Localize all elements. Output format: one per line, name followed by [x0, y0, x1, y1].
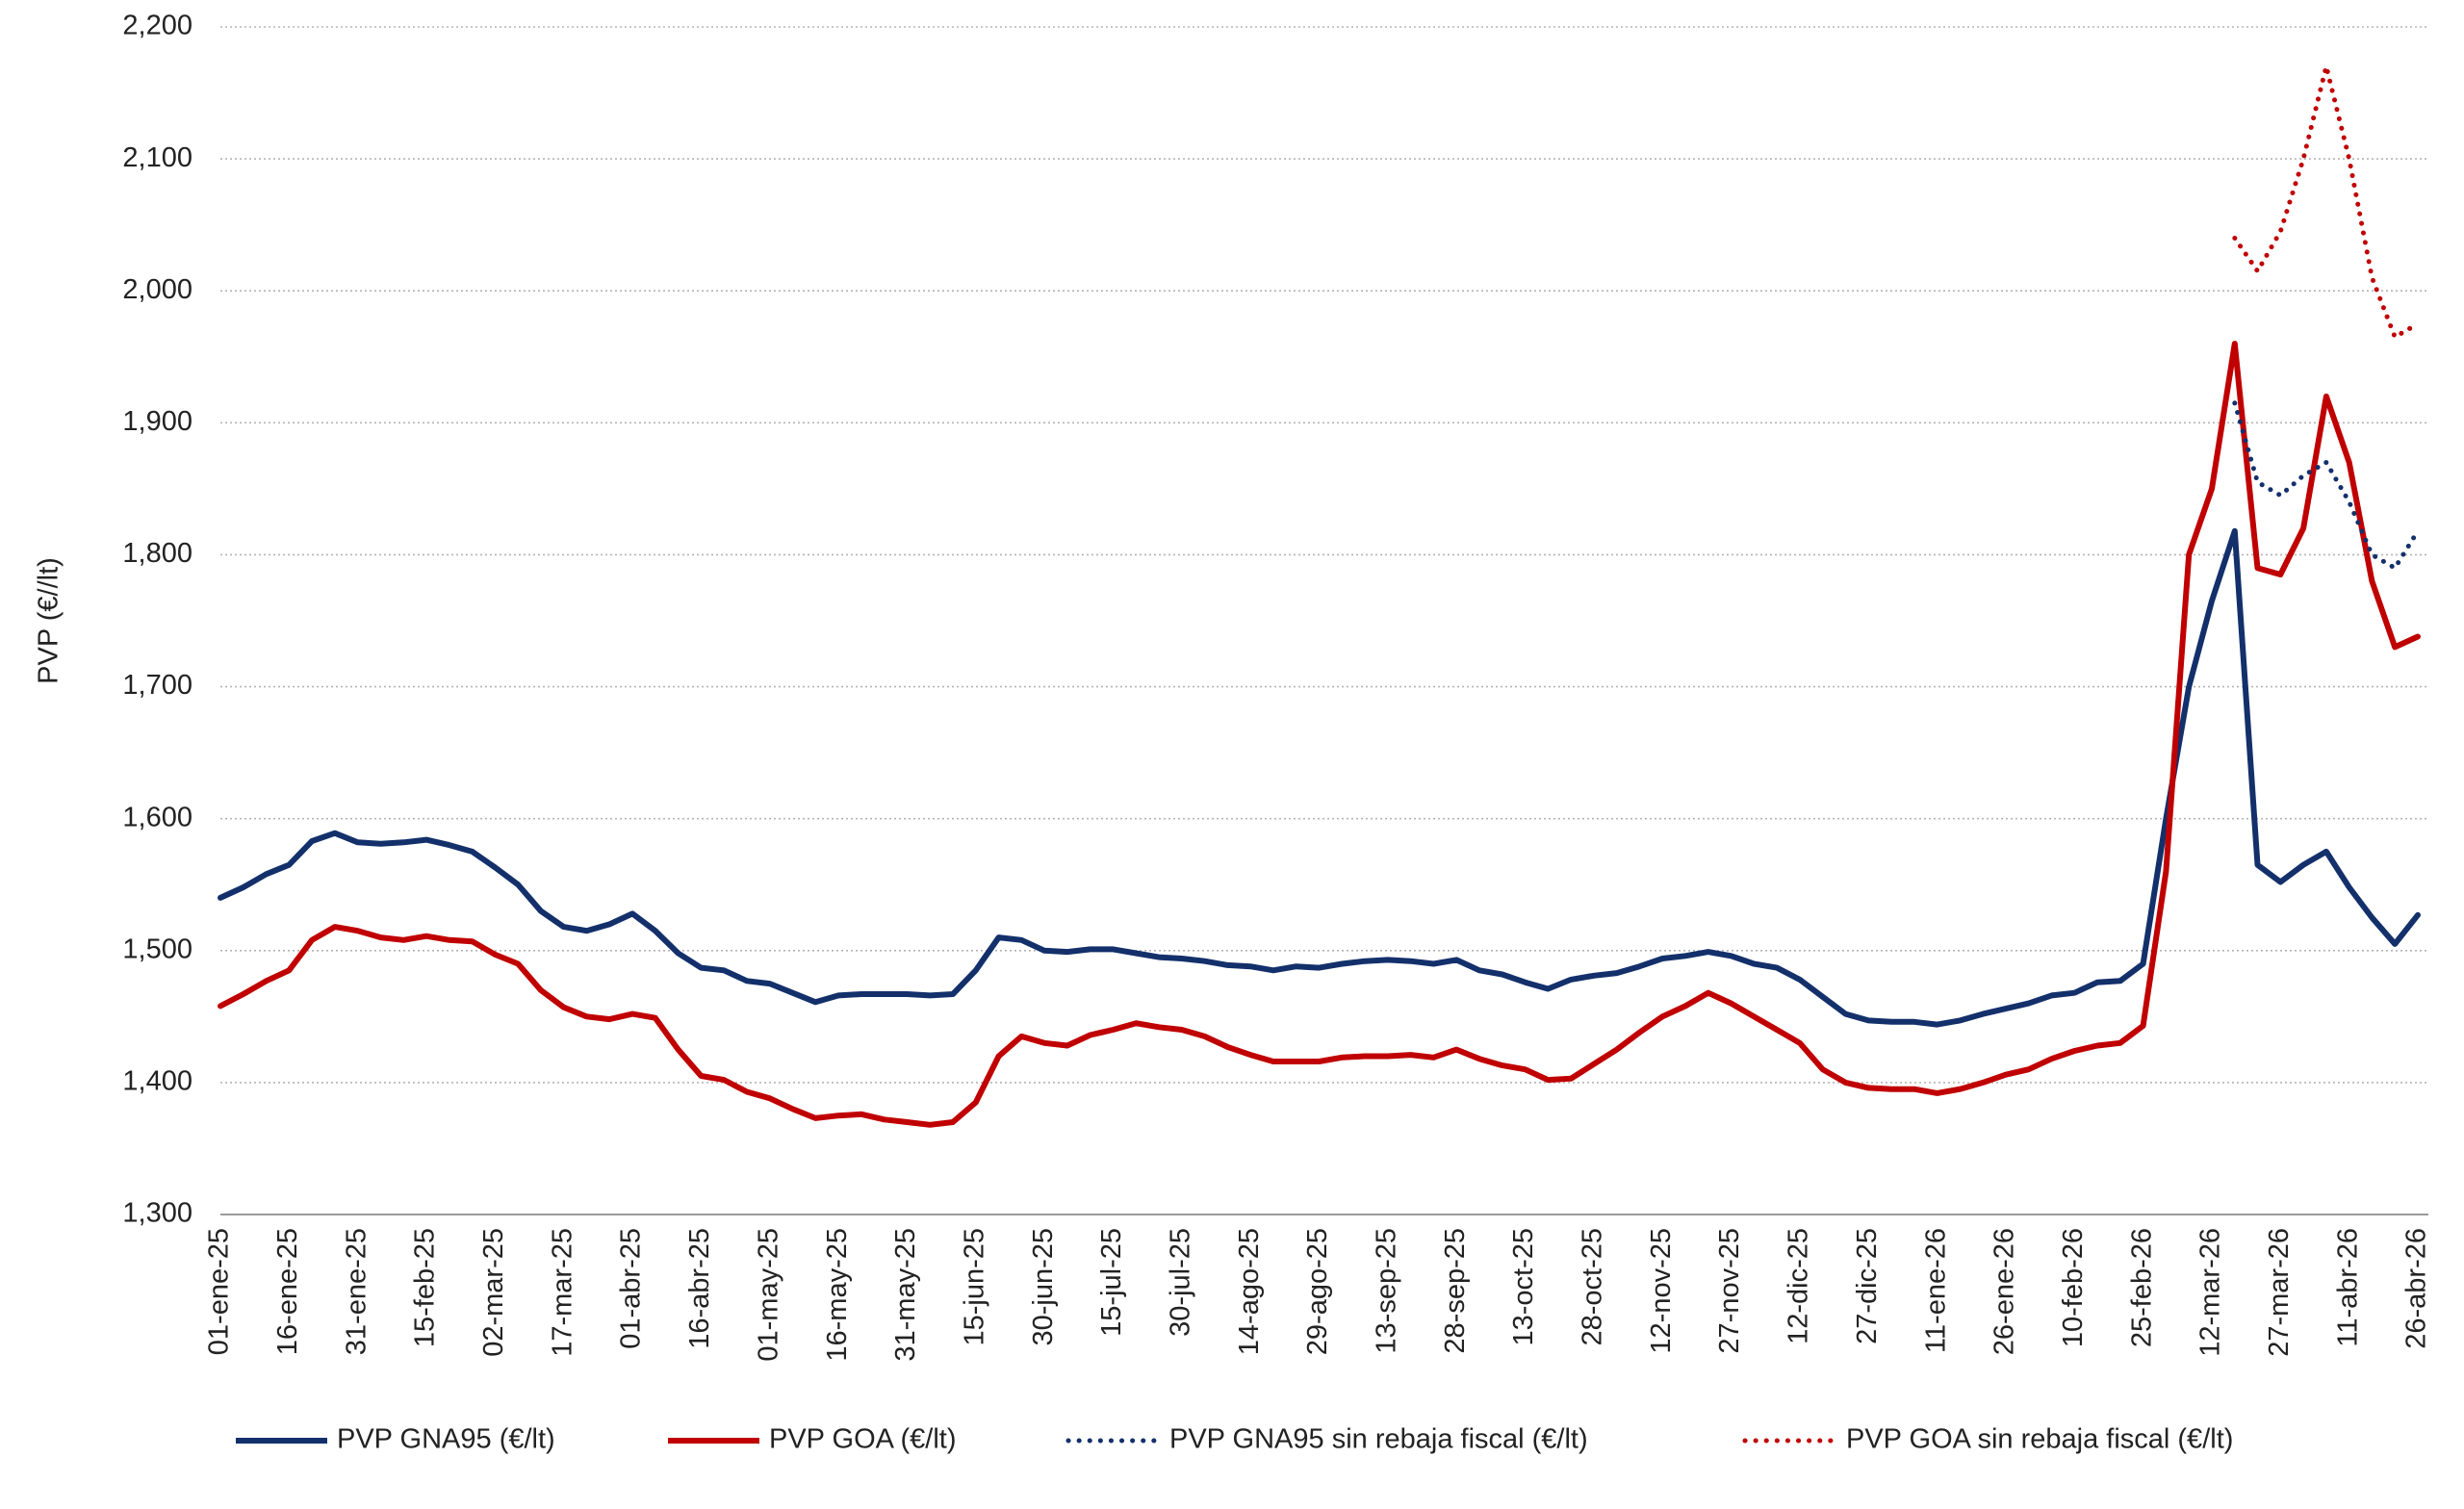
legend-label: PVP GNA95 (€/lt) — [337, 1424, 555, 1455]
x-tick-label: 30-jul-25 — [1165, 1228, 1195, 1337]
y-tick-label: 2,200 — [122, 11, 192, 41]
x-tick-label: 12-nov-25 — [1646, 1228, 1677, 1354]
y-tick-label: 1,600 — [122, 802, 192, 832]
x-tick-label: 13-sep-25 — [1372, 1228, 1402, 1354]
y-axis-title: PVP (€//lt) — [34, 557, 64, 684]
x-tick-label: 11-ene-26 — [1920, 1228, 1951, 1353]
x-tick-label: 13-oct-25 — [1508, 1228, 1539, 1346]
x-tick-label: 28-oct-25 — [1578, 1228, 1608, 1346]
y-tick-label: 1,700 — [122, 670, 192, 701]
x-tick-label: 26-ene-26 — [1989, 1228, 2020, 1355]
y-tick-label: 1,300 — [122, 1198, 192, 1229]
y-tick-label: 1,500 — [122, 934, 192, 964]
x-tick-label: 27-mar-26 — [2264, 1228, 2295, 1357]
x-tick-label: 15-jul-25 — [1096, 1228, 1127, 1337]
x-tick-label: 14-ago-25 — [1234, 1228, 1265, 1355]
x-tick-label: 11-abr-26 — [2332, 1228, 2363, 1347]
x-tick-label: 01-ene-25 — [204, 1228, 235, 1355]
legend-label: PVP GNA95 sin rebaja fiscal (€/lt) — [1169, 1424, 1588, 1455]
x-tick-label: 15-jun-25 — [959, 1228, 989, 1346]
x-tick-label: 12-dic-25 — [1784, 1228, 1814, 1344]
x-tick-label: 16-ene-25 — [272, 1228, 303, 1355]
x-tick-label: 16-may-25 — [822, 1228, 853, 1362]
series-line — [218, 341, 2421, 1128]
x-tick-label: 12-mar-26 — [2195, 1228, 2226, 1357]
x-tick-label: 28-sep-25 — [1440, 1228, 1471, 1354]
x-tick-label: 25-feb-26 — [2126, 1228, 2157, 1347]
x-tick-label: 26-abr-26 — [2401, 1228, 2432, 1349]
legend-label: PVP GOA (€/lt) — [769, 1424, 956, 1455]
legend-label: PVP GOA sin rebaja fiscal (€/lt) — [1846, 1424, 2233, 1455]
series-line — [2232, 400, 2421, 571]
y-tick-label: 2,100 — [122, 142, 192, 173]
x-tick-label: 31-ene-25 — [341, 1228, 372, 1355]
x-tick-label: 17-mar-25 — [547, 1228, 578, 1357]
x-tick-label: 31-may-25 — [890, 1228, 921, 1362]
x-tick-label: 02-mar-25 — [478, 1228, 509, 1357]
y-tick-label: 1,400 — [122, 1066, 192, 1097]
y-tick-label: 1,900 — [122, 406, 192, 437]
x-tick-label: 27-nov-25 — [1714, 1228, 1745, 1354]
series-line — [2232, 64, 2421, 340]
x-tick-label: 29-ago-25 — [1302, 1228, 1333, 1355]
y-tick-label: 1,800 — [122, 538, 192, 569]
x-tick-label: 16-abr-25 — [684, 1228, 715, 1349]
series-line — [218, 527, 2421, 1028]
x-tick-label: 27-dic-25 — [1852, 1228, 1883, 1344]
x-tick-label: 15-feb-25 — [410, 1228, 441, 1347]
x-tick-label: 01-abr-25 — [616, 1228, 647, 1349]
x-tick-label: 30-jun-25 — [1028, 1228, 1059, 1346]
x-tick-label: 10-feb-26 — [2058, 1228, 2089, 1347]
x-tick-label: 01-may-25 — [753, 1228, 783, 1362]
y-tick-label: 2,000 — [122, 274, 192, 305]
